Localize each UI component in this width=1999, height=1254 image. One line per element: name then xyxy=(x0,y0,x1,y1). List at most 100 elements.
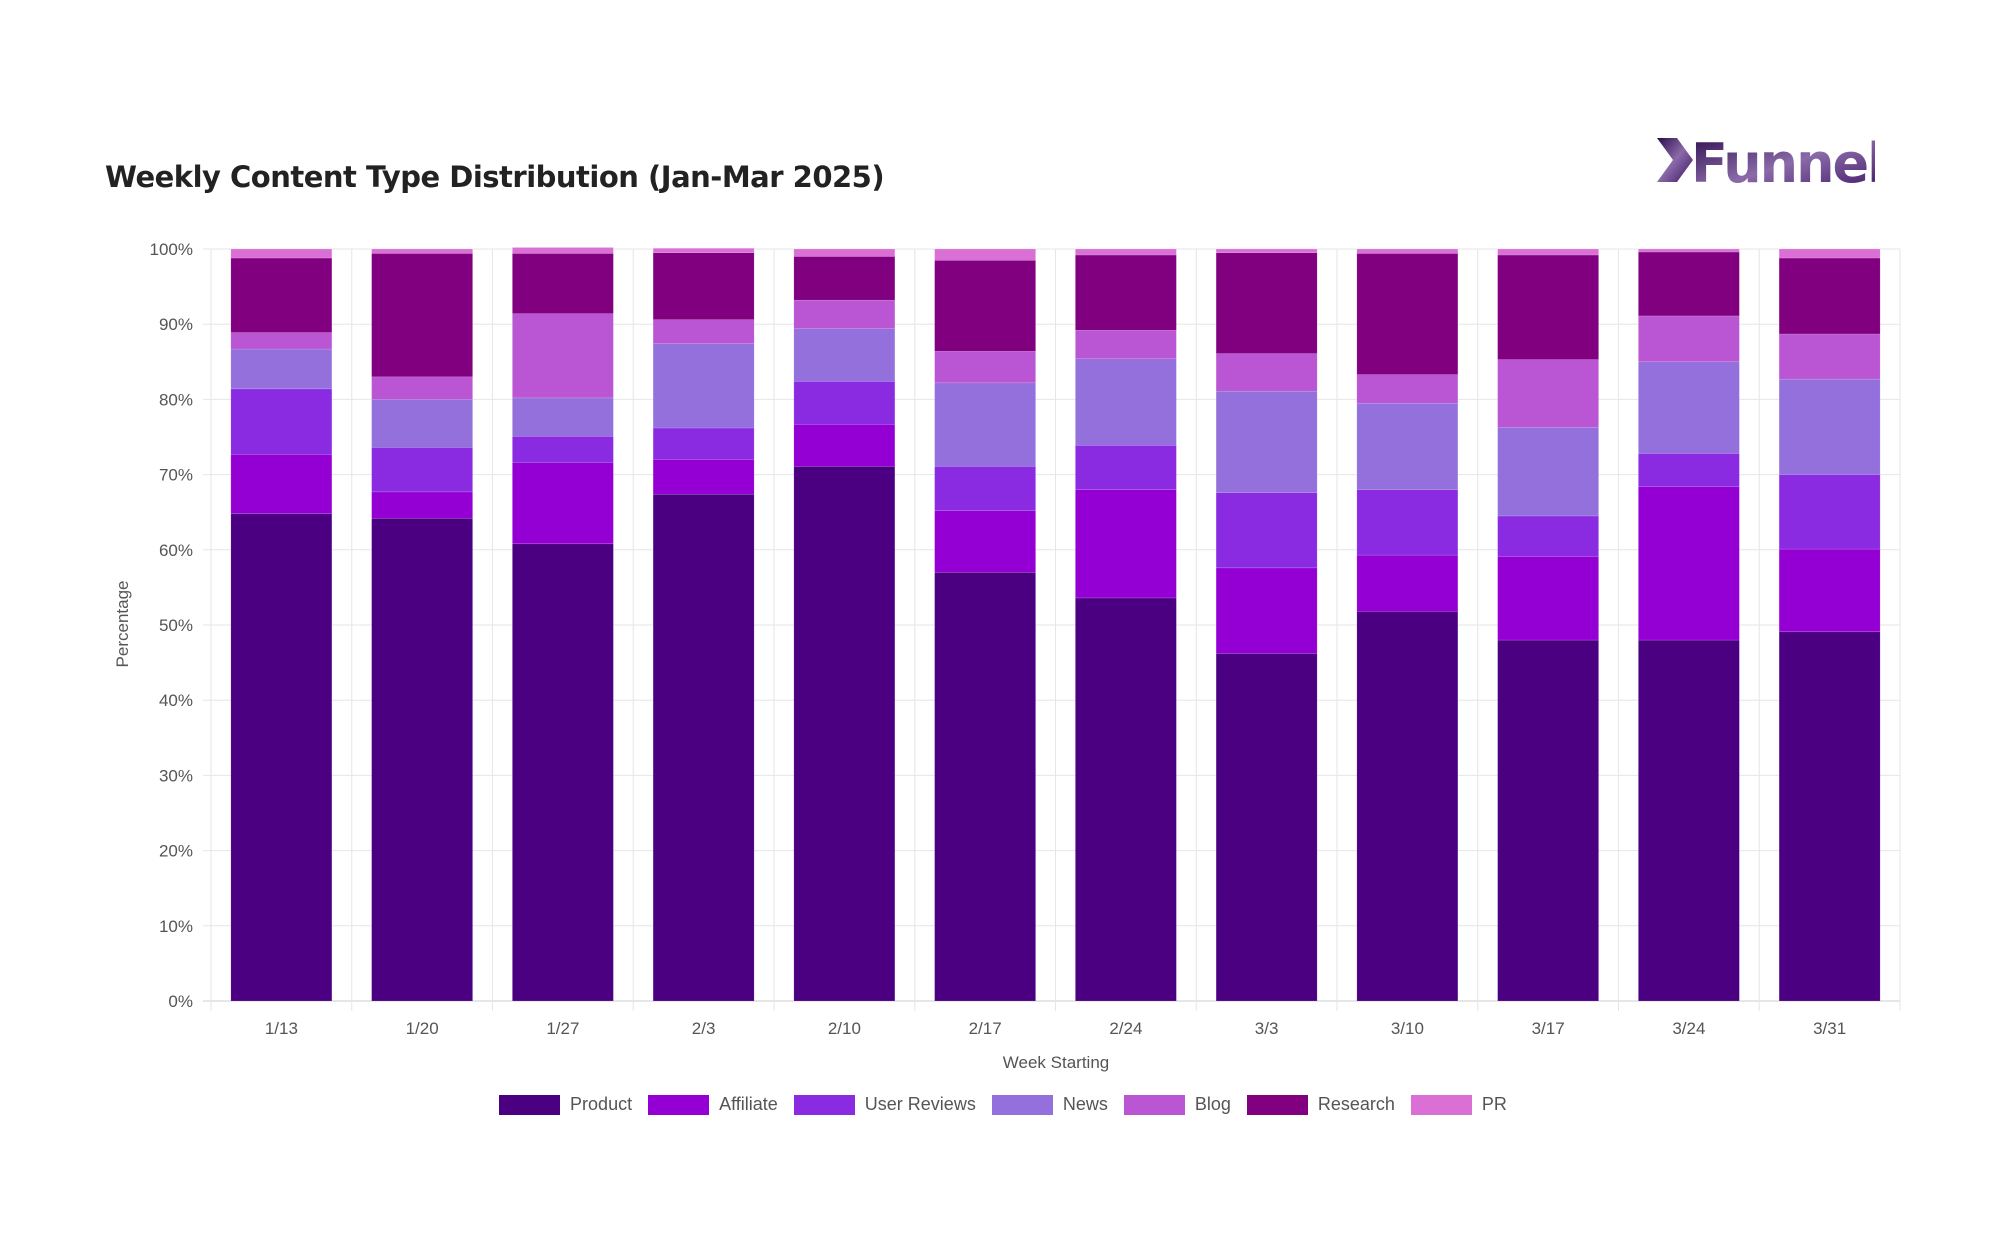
bar-segment-user-reviews[interactable] xyxy=(1778,474,1881,550)
bar-segment-news[interactable] xyxy=(230,348,333,390)
bar-segment-news[interactable] xyxy=(652,343,755,429)
bar-segment-news[interactable] xyxy=(371,399,473,448)
legend-item[interactable]: News xyxy=(991,1094,1108,1115)
bar-segment-pr[interactable] xyxy=(934,248,1036,261)
bar-segment-pr[interactable] xyxy=(652,247,755,254)
bar-segment-pr[interactable] xyxy=(793,248,896,257)
bar-segment-product[interactable] xyxy=(1778,631,1881,1002)
bar-segment-product[interactable] xyxy=(512,543,614,1002)
bar-segment-research[interactable] xyxy=(512,253,614,314)
bar-segment-user-reviews[interactable] xyxy=(230,388,333,455)
bar-segment-affiliate[interactable] xyxy=(371,491,473,519)
bar-segment-affiliate[interactable] xyxy=(230,454,333,514)
bar-segment-affiliate[interactable] xyxy=(1356,554,1459,612)
bar-segment-user-reviews[interactable] xyxy=(1215,492,1318,569)
x-tick-label: 2/24 xyxy=(1109,1019,1142,1038)
bar-segment-news[interactable] xyxy=(1638,361,1740,454)
x-tick-label: 2/3 xyxy=(692,1019,716,1038)
bar-segment-product[interactable] xyxy=(1638,639,1740,1002)
bar-segment-affiliate[interactable] xyxy=(1778,548,1881,633)
bar-segment-news[interactable] xyxy=(934,382,1036,467)
bar-segment-product[interactable] xyxy=(1356,611,1459,1002)
bar-segment-news[interactable] xyxy=(1497,426,1599,517)
bar-segment-blog[interactable] xyxy=(371,376,473,400)
bar-segment-pr[interactable] xyxy=(1638,248,1740,253)
bar-segment-research[interactable] xyxy=(1778,257,1881,335)
bar-segment-blog[interactable] xyxy=(1638,315,1740,363)
bar-segment-research[interactable] xyxy=(1075,254,1177,331)
bar-segment-research[interactable] xyxy=(230,257,333,333)
bar-segment-product[interactable] xyxy=(230,513,333,1002)
bar-segment-pr[interactable] xyxy=(512,247,614,254)
bar-segment-affiliate[interactable] xyxy=(1075,489,1177,599)
bar-segment-product[interactable] xyxy=(371,517,473,1002)
bar-segment-news[interactable] xyxy=(793,328,896,382)
bar-segment-product[interactable] xyxy=(652,493,755,1002)
bar-segment-pr[interactable] xyxy=(1497,248,1599,256)
bar-segment-product[interactable] xyxy=(934,572,1036,1002)
bar-segment-research[interactable] xyxy=(1638,251,1740,317)
bar-segment-affiliate[interactable] xyxy=(1638,486,1740,641)
bar-segment-affiliate[interactable] xyxy=(652,459,755,495)
bar-segment-pr[interactable] xyxy=(1215,248,1318,254)
bar-segment-pr[interactable] xyxy=(1778,248,1881,259)
bar-segment-blog[interactable] xyxy=(793,299,896,329)
bar-segment-news[interactable] xyxy=(1356,402,1459,490)
x-axis-label: Week Starting xyxy=(1003,1053,1109,1072)
bar-segment-product[interactable] xyxy=(793,466,896,1002)
bar-segment-blog[interactable] xyxy=(1778,333,1881,380)
bar-segment-news[interactable] xyxy=(1075,358,1177,446)
bar-segment-blog[interactable] xyxy=(230,332,333,350)
legend-item[interactable]: Product xyxy=(499,1094,632,1115)
bar-segment-affiliate[interactable] xyxy=(793,423,896,467)
bar-segment-affiliate[interactable] xyxy=(1497,556,1599,641)
bar-segment-blog[interactable] xyxy=(1075,329,1177,360)
bar-segment-user-reviews[interactable] xyxy=(1356,489,1459,556)
x-tick-label: 3/31 xyxy=(1813,1019,1846,1038)
bar-segment-news[interactable] xyxy=(1778,378,1881,475)
y-tick-label: 70% xyxy=(159,466,193,485)
bar-segment-product[interactable] xyxy=(1215,653,1318,1002)
legend-item[interactable]: PR xyxy=(1410,1094,1507,1115)
bar-segment-affiliate[interactable] xyxy=(512,462,614,545)
legend-item[interactable]: Blog xyxy=(1123,1094,1231,1115)
bar-segment-user-reviews[interactable] xyxy=(934,466,1036,511)
bar-segment-product[interactable] xyxy=(1075,597,1177,1002)
bar-segment-news[interactable] xyxy=(1215,390,1318,493)
bar-segment-blog[interactable] xyxy=(934,351,1036,384)
bar-segment-blog[interactable] xyxy=(1356,374,1459,404)
bar-segment-research[interactable] xyxy=(652,252,755,320)
bar-segment-user-reviews[interactable] xyxy=(1075,445,1177,490)
bar-segment-pr[interactable] xyxy=(1075,248,1177,256)
y-tick-label: 20% xyxy=(159,842,193,861)
bar-segment-research[interactable] xyxy=(1497,254,1599,360)
y-tick-label: 80% xyxy=(159,390,193,409)
bar-segment-affiliate[interactable] xyxy=(1215,567,1318,654)
bar-segment-affiliate[interactable] xyxy=(934,510,1036,573)
bar-segment-user-reviews[interactable] xyxy=(1497,515,1599,557)
bar-segment-blog[interactable] xyxy=(512,313,614,399)
legend-item[interactable]: Affiliate xyxy=(648,1094,778,1115)
bar-segment-pr[interactable] xyxy=(230,248,333,259)
legend-item[interactable]: Research xyxy=(1246,1094,1395,1115)
bar-segment-user-reviews[interactable] xyxy=(793,381,896,425)
legend-item[interactable]: User Reviews xyxy=(793,1094,976,1115)
bar-segment-research[interactable] xyxy=(371,253,473,378)
y-tick-label: 100% xyxy=(150,240,193,259)
bar-segment-blog[interactable] xyxy=(652,319,755,345)
bar-segment-blog[interactable] xyxy=(1215,353,1318,392)
y-tick-label: 40% xyxy=(159,691,193,710)
bar-segment-research[interactable] xyxy=(1356,253,1459,375)
bar-segment-news[interactable] xyxy=(512,397,614,437)
bar-segment-product[interactable] xyxy=(1497,639,1599,1002)
bar-segment-user-reviews[interactable] xyxy=(512,435,614,463)
bar-segment-research[interactable] xyxy=(934,260,1036,352)
bar-segment-blog[interactable] xyxy=(1497,359,1599,428)
bar-segment-pr[interactable] xyxy=(371,248,473,254)
bar-segment-pr[interactable] xyxy=(1356,248,1459,254)
bar-segment-user-reviews[interactable] xyxy=(371,447,473,493)
bar-segment-research[interactable] xyxy=(793,256,896,301)
bar-segment-research[interactable] xyxy=(1215,252,1318,354)
bar-segment-user-reviews[interactable] xyxy=(652,427,755,460)
bar-segment-user-reviews[interactable] xyxy=(1638,453,1740,487)
